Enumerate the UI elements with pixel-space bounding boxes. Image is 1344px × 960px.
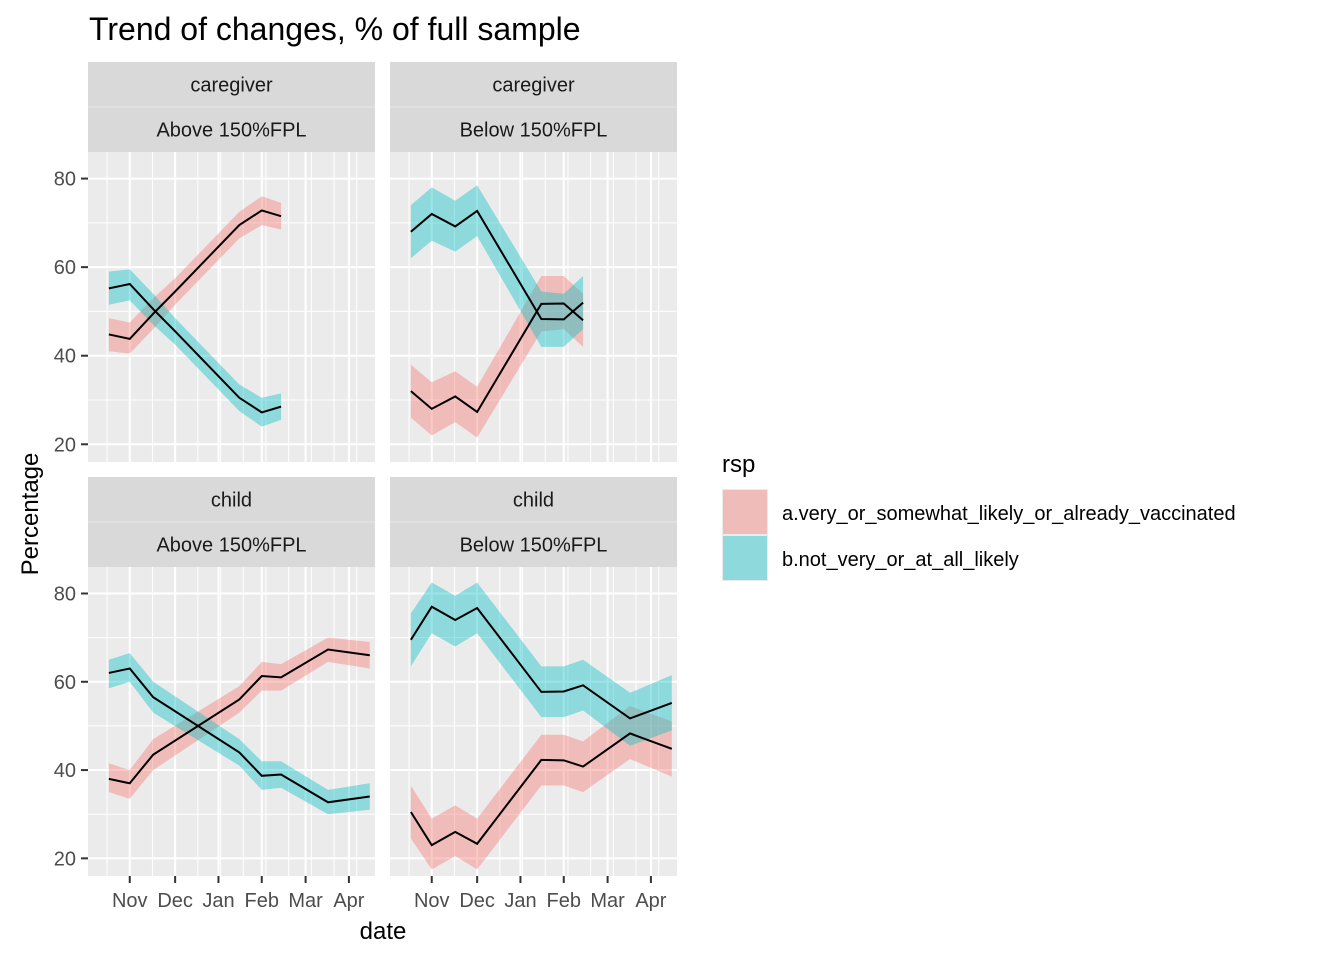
y-tick-label: 20 bbox=[54, 848, 76, 870]
x-tick-label: Mar bbox=[590, 890, 625, 912]
series-line-a bbox=[108, 209, 282, 340]
x-tick-label: Mar bbox=[288, 890, 323, 912]
strip-top bbox=[88, 62, 375, 107]
strip-label-top: child bbox=[211, 490, 252, 512]
legend-label-b: b.not_very_or_at_all_likely bbox=[782, 549, 1019, 571]
strip-label-bottom: Below 150%FPL bbox=[460, 535, 608, 557]
panel-background bbox=[88, 567, 375, 876]
legend-title: rsp bbox=[722, 451, 755, 478]
strip-top bbox=[390, 62, 677, 107]
facet-3: child Above 150%FPL 20 40 60 80 Nov Dec Jan Feb Ma… bbox=[54, 477, 375, 912]
x-tick-label: Apr bbox=[635, 890, 666, 912]
y-tick-label: 60 bbox=[54, 257, 76, 279]
strip-bottom bbox=[390, 107, 677, 152]
x-tick-label: Jan bbox=[504, 890, 536, 912]
facet-4: child Below 150%FPL Nov Dec Jan Feb Mar Apr bbox=[390, 477, 677, 912]
y-tick-label: 40 bbox=[54, 760, 76, 782]
y-tick-label: 80 bbox=[54, 583, 76, 605]
y-axis-title: Percentage bbox=[17, 453, 44, 576]
y-tick-label: 80 bbox=[54, 169, 76, 191]
series-line-b bbox=[410, 605, 673, 720]
x-tick-label: Feb bbox=[245, 890, 279, 912]
series-line-b bbox=[410, 209, 584, 321]
legend-key-a bbox=[722, 489, 768, 535]
x-tick-label: Nov bbox=[414, 890, 450, 912]
strip-label-bottom: Above 150%FPL bbox=[156, 120, 306, 142]
x-tick-label: Dec bbox=[459, 890, 495, 912]
strip-bottom bbox=[390, 522, 677, 567]
facet-panels: caregiver Above 150%FPL 20 40 60 80 caregiver B… bbox=[54, 62, 677, 912]
x-tick-label: Nov bbox=[112, 890, 148, 912]
x-axis-title: date bbox=[360, 918, 407, 945]
series-line-b bbox=[108, 667, 370, 804]
strip-label-top: caregiver bbox=[190, 75, 273, 97]
x-tick-label: Dec bbox=[157, 890, 193, 912]
facet-2: caregiver Below 150%FPL bbox=[390, 62, 677, 462]
ribbon-a bbox=[410, 706, 672, 870]
facet-1: caregiver Above 150%FPL 20 40 60 80 bbox=[54, 62, 375, 462]
x-tick-label: Feb bbox=[547, 890, 581, 912]
x-tick-label: Apr bbox=[333, 890, 364, 912]
legend-label-a: a.very_or_somewhat_likely_or_already_vac… bbox=[782, 503, 1236, 525]
strip-bottom bbox=[88, 107, 375, 152]
strip-label-top: child bbox=[513, 490, 554, 512]
legend: rsp a.very_or_somewhat_likely_or_already… bbox=[722, 451, 1236, 581]
strip-bottom bbox=[88, 522, 375, 567]
x-tick-label: Jan bbox=[202, 890, 234, 912]
series-line-b bbox=[108, 282, 282, 414]
ribbon-a bbox=[108, 637, 370, 799]
series-line-a bbox=[108, 648, 370, 785]
strip-label-top: caregiver bbox=[492, 75, 575, 97]
chart-title: Trend of changes, % of full sample bbox=[89, 11, 581, 47]
series-line-a bbox=[410, 732, 673, 847]
strip-top bbox=[88, 477, 375, 522]
strip-label-bottom: Below 150%FPL bbox=[460, 120, 608, 142]
panel-background bbox=[88, 152, 375, 462]
legend-key-a-fill bbox=[723, 490, 767, 534]
legend-key-b bbox=[722, 535, 768, 581]
panel-background bbox=[390, 567, 677, 876]
series-line-a bbox=[410, 302, 584, 414]
y-tick-label: 40 bbox=[54, 346, 76, 368]
strip-label-bottom: Above 150%FPL bbox=[156, 535, 306, 557]
y-tick-label: 20 bbox=[54, 434, 76, 456]
strip-top bbox=[390, 477, 677, 522]
legend-key-b-fill bbox=[723, 536, 767, 580]
y-tick-label: 60 bbox=[54, 672, 76, 694]
ribbon-b bbox=[108, 653, 370, 815]
ribbon-b bbox=[410, 582, 672, 746]
